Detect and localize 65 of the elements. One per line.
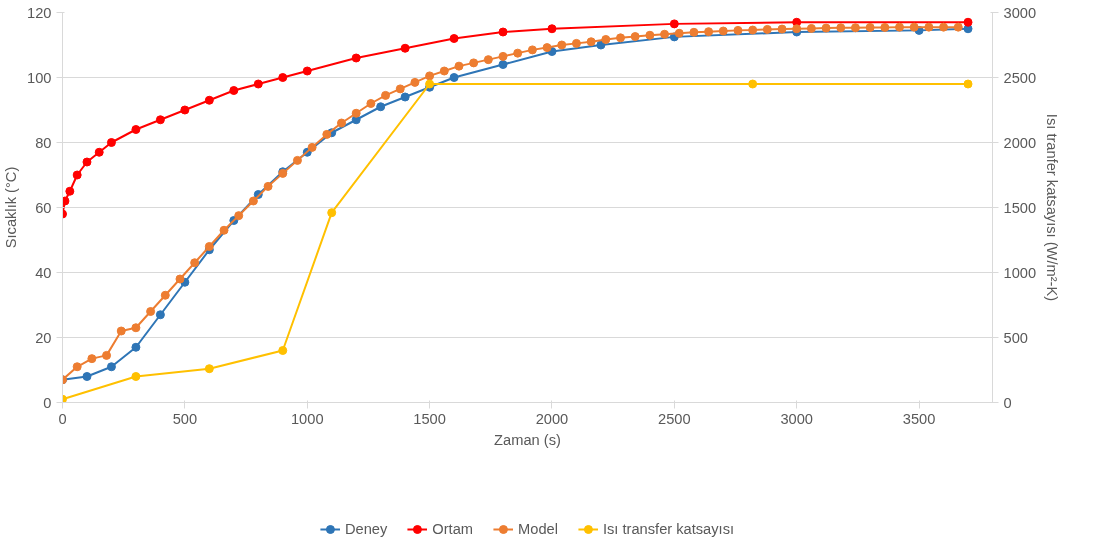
point bbox=[327, 208, 337, 218]
legend-label: Isı transfer katsayısı bbox=[602, 521, 735, 537]
y-tick-label: 60 bbox=[35, 199, 52, 216]
point bbox=[131, 342, 141, 352]
y2-tick-label: 1500 bbox=[1003, 199, 1037, 216]
y-tick-label: 120 bbox=[27, 4, 52, 21]
point bbox=[72, 170, 82, 180]
y2-tick-label: 0 bbox=[1003, 394, 1012, 411]
y-tick-label: 20 bbox=[35, 329, 52, 346]
point bbox=[963, 79, 973, 89]
point bbox=[596, 40, 606, 50]
point bbox=[449, 34, 459, 43]
y-tick-label: 40 bbox=[35, 264, 52, 281]
point bbox=[253, 79, 263, 89]
x-tick-label: 1500 bbox=[413, 410, 446, 427]
point bbox=[155, 115, 165, 125]
point bbox=[376, 102, 386, 112]
y-tick-label: 100 bbox=[27, 69, 52, 86]
y2-tick-label: 1000 bbox=[1003, 264, 1037, 281]
point bbox=[106, 362, 116, 372]
point bbox=[131, 372, 141, 381]
y-axis-title: Sıcaklık (°C) bbox=[3, 166, 20, 249]
point bbox=[963, 17, 973, 27]
y2-tick-label: 2500 bbox=[1003, 69, 1037, 86]
point bbox=[748, 79, 758, 89]
x-axis-title: Zaman (s) bbox=[494, 431, 561, 448]
point bbox=[302, 66, 312, 76]
y2-axis-title: Isı tranfer katsayısı (W/m²-K) bbox=[1044, 113, 1061, 302]
x-tick-label: 500 bbox=[172, 410, 198, 427]
y2-tick-label: 500 bbox=[1003, 329, 1028, 346]
y2-tick-label: 3000 bbox=[1003, 4, 1037, 21]
point bbox=[82, 157, 92, 167]
point bbox=[94, 147, 104, 157]
y-tick-label: 80 bbox=[35, 134, 52, 151]
point bbox=[131, 125, 141, 134]
legend-label: Deney bbox=[344, 521, 388, 537]
x-tick-label: 0 bbox=[58, 410, 67, 427]
point bbox=[204, 95, 214, 105]
point bbox=[498, 60, 508, 69]
legend-label: Model bbox=[518, 521, 558, 537]
point bbox=[82, 372, 92, 381]
point bbox=[204, 364, 214, 374]
y-tick-label: 0 bbox=[43, 394, 52, 411]
point bbox=[180, 105, 190, 115]
x-tick-label: 1000 bbox=[290, 410, 324, 427]
y2-tick-label: 2000 bbox=[1003, 134, 1037, 151]
x-tick-label: 3500 bbox=[902, 410, 936, 427]
point bbox=[351, 53, 361, 63]
point bbox=[278, 73, 288, 82]
point bbox=[65, 186, 75, 196]
point bbox=[669, 19, 679, 29]
point bbox=[547, 24, 557, 34]
point bbox=[498, 27, 508, 37]
point bbox=[449, 73, 459, 82]
point bbox=[106, 138, 116, 147]
x-tick-label: 2000 bbox=[535, 410, 569, 427]
x-tick-label: 3000 bbox=[780, 410, 814, 427]
point bbox=[400, 43, 410, 53]
x-tick-label: 2500 bbox=[658, 410, 691, 427]
point bbox=[229, 86, 239, 95]
point bbox=[278, 346, 288, 355]
point bbox=[62, 196, 70, 206]
point bbox=[400, 92, 410, 102]
point bbox=[155, 310, 165, 320]
legend-label: Ortam bbox=[432, 521, 474, 537]
